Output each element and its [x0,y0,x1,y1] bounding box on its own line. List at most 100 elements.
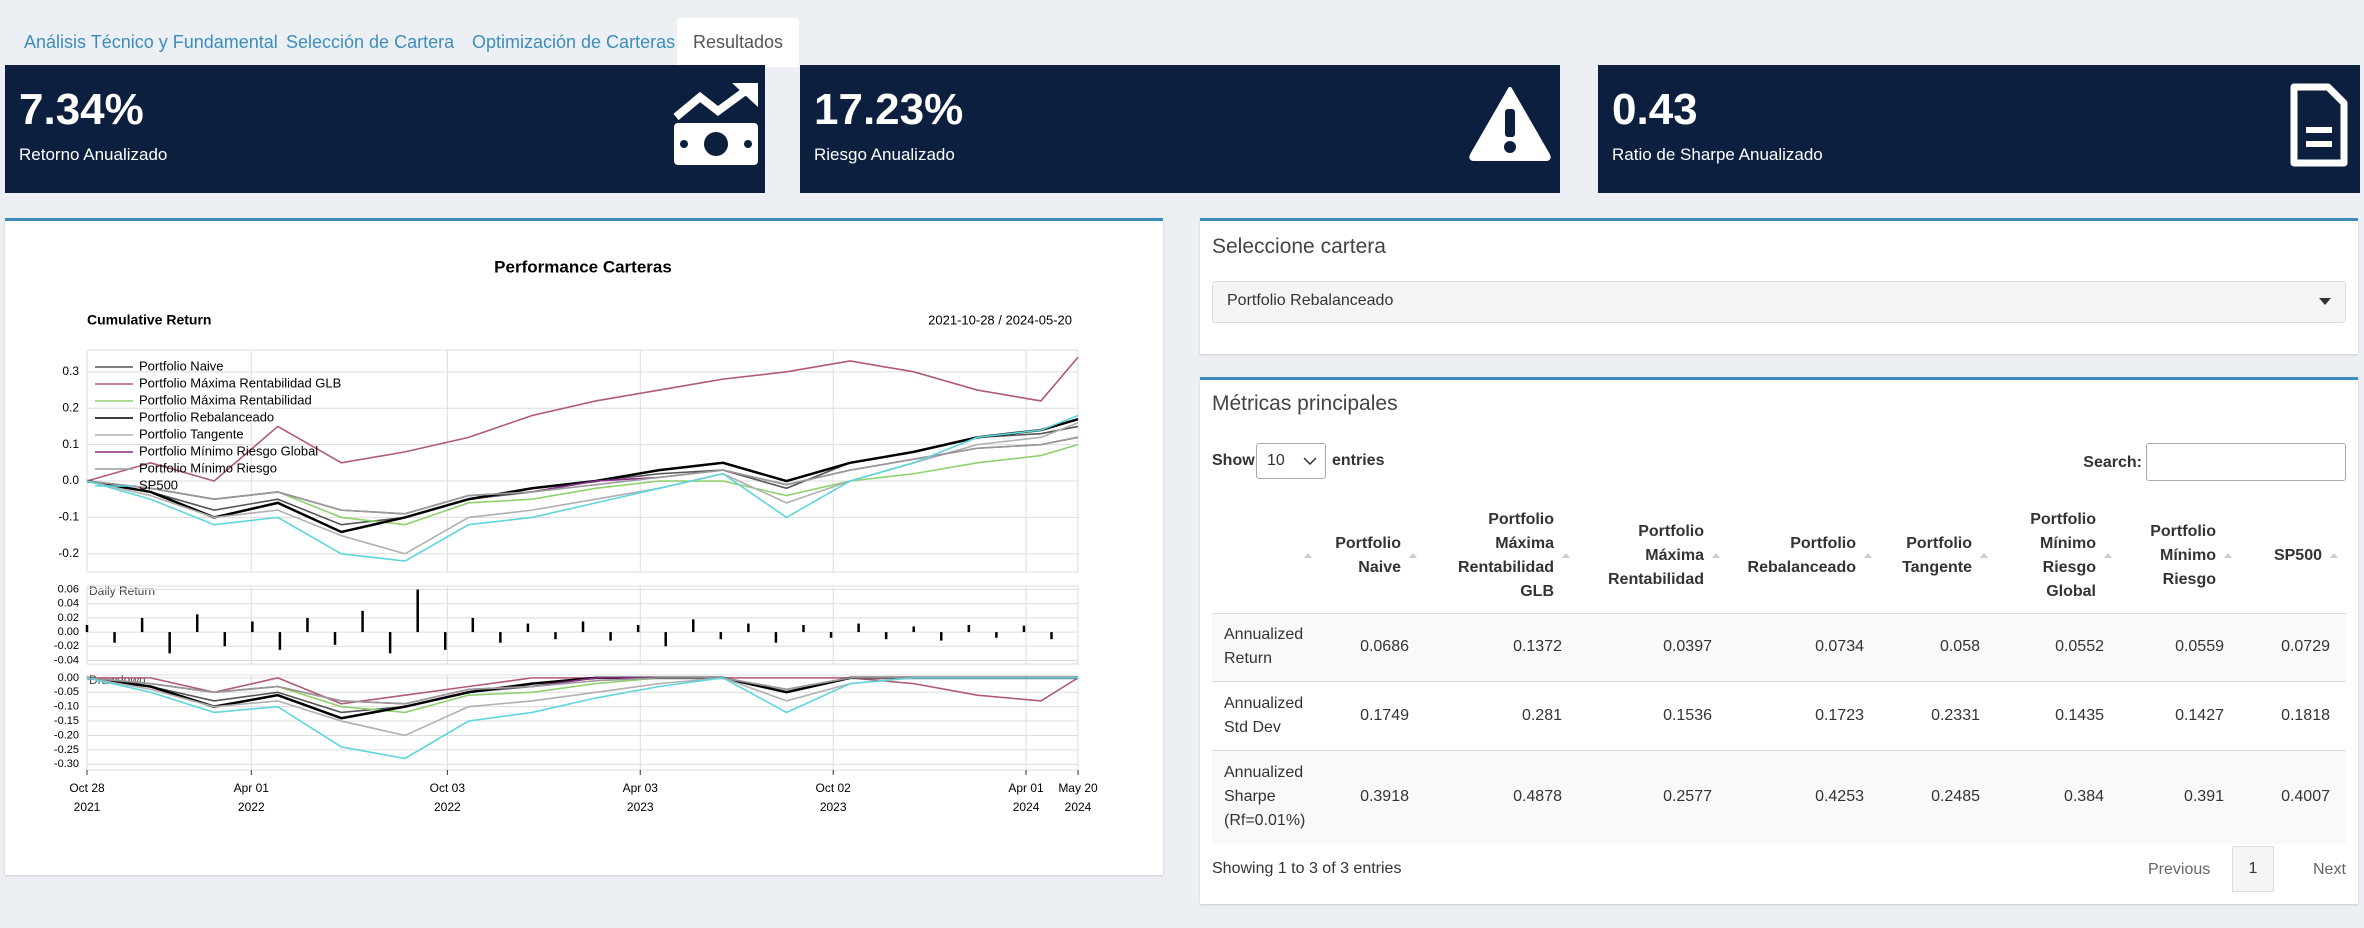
series-line [86,677,1078,714]
cell: 0.1427 [2120,680,2240,750]
search-label: Search: [2083,454,2142,471]
cell: 0.1372 [1425,612,1578,681]
y-tick-label: 0.06 [58,583,79,595]
series-line [86,356,1079,482]
length-select[interactable]: 10 [1256,443,1326,479]
row-label: Annualized Return [1212,612,1320,681]
header-cell[interactable]: Portfolio Máxima Rentabilidad GLB [1425,500,1578,613]
y-tick-label: -0.10 [54,701,79,713]
value-box-value: 7.34% [19,85,144,134]
cell: 0.058 [1880,612,1996,681]
metrics-table: Portfolio Naive Portfolio Máxima Rentabil… [1212,500,2346,844]
panel-title: Seleccione cartera [1212,235,1386,258]
cell: 0.0686 [1320,612,1425,681]
cell: 0.4007 [2240,749,2346,844]
header-cell[interactable]: Portfolio Mínimo Riesgo Global [1996,500,2120,613]
selected-option: Portfolio Rebalanceado [1227,292,1394,309]
document-icon [2290,83,2348,167]
row-label: Annualized Sharpe (Rf=0.01%) [1212,749,1320,844]
page-button[interactable]: 1 [2232,846,2274,892]
money-icon [673,83,758,165]
value-box-value: 0.43 [1612,85,1698,134]
cell: 0.2485 [1880,749,1996,844]
legend-label: Portfolio Rebalanceado [139,409,274,424]
dropdown-arrow [1303,457,1317,465]
header-cell[interactable]: Portfolio Tangente [1880,500,1996,613]
value-box-value: 17.23% [814,85,964,134]
cell: 0.1536 [1578,680,1728,750]
table-row: Annualized Sharpe (Rf=0.01%) 0.3918 0.4878… [1212,749,2346,844]
y-tick-label: 0.02 [58,612,79,624]
tab[interactable]: Optimización de Carteras [472,32,676,52]
cell: 0.391 [2120,749,2240,844]
header-cell[interactable]: Portfolio Rebalanceado [1728,500,1880,613]
legend-label: Portfolio Naive [139,358,224,373]
header-cell [1212,500,1320,613]
tab[interactable]: Selección de Cartera [286,32,455,52]
y-tick-label: -0.2 [58,546,79,560]
next-button[interactable]: Next [2313,861,2346,878]
y-tick-label: 0.04 [58,598,79,610]
cell: 0.4878 [1425,749,1578,844]
chart-panel: Performance Carteras Cumulative Return 202… [5,218,1163,875]
y-tick-label: -0.25 [54,744,79,756]
cell: 0.2577 [1578,749,1728,844]
legend-label: Portfolio Máxima Rentabilidad [139,392,312,407]
tab[interactable]: Análisis Técnico y Fundamental [24,32,278,52]
cell: 0.4253 [1728,749,1880,844]
x-tick-label: May 20 [1058,781,1098,795]
series-line [86,436,1079,515]
y-tick-label: -0.1 [58,510,79,524]
series-line [86,422,1079,555]
y-tick-label: -0.05 [54,686,79,698]
x-tick-year: 2023 [627,800,654,814]
header-cell[interactable]: Portfolio Naive [1320,500,1425,613]
table-info: Showing 1 to 3 of 3 entries [1212,860,1402,877]
length-label: entries [1332,452,1385,469]
x-tick-label: Oct 03 [430,781,466,795]
cell: 0.0734 [1728,612,1880,681]
y-tick-label: 0.3 [62,364,79,378]
panel-title: Daily Return [89,584,155,598]
panel-title: Cumulative Return [87,312,211,328]
cell: 0.3918 [1320,749,1425,844]
cell: 0.0729 [2240,612,2346,681]
header-cell[interactable]: Portfolio Máxima Rentabilidad [1578,500,1728,613]
x-tick-year: 2024 [1013,800,1040,814]
selector-panel: Seleccione cartera Portfolio Rebalancead… [1200,218,2358,354]
cell: 0.384 [1996,749,2120,844]
header-cell[interactable]: SP500 [2240,500,2346,613]
cell: 0.0397 [1578,612,1728,681]
legend-label: Portfolio Mínimo Riesgo [139,460,277,475]
x-tick-year: 2021 [74,800,101,814]
series-line [86,677,1078,760]
length-value: 10 [1267,452,1285,469]
series-line [86,414,1079,562]
y-tick-label: 0.1 [62,437,79,451]
cell: 0.0559 [2120,612,2240,681]
cell: 0.1435 [1996,680,2120,750]
cell: 0.1749 [1320,680,1425,750]
legend-label: Portfolio Tangente [139,426,244,441]
tab[interactable]: Resultados [677,18,800,67]
y-tick-label: -0.20 [54,729,79,741]
previous-button[interactable]: Previous [2148,861,2211,878]
legend-label: Portfolio Máxima Rentabilidad GLB [139,375,341,390]
table-row: Annualized Return 0.0686 0.1372 0.0397 0.073… [1212,612,2346,681]
select[interactable]: Portfolio Rebalanceado [1212,281,2346,323]
warning-icon [1469,87,1551,161]
legend-label: Portfolio Mínimo Riesgo Global [139,443,318,458]
y-tick-label: 0.2 [62,400,79,414]
value-box: 0.43 Ratio de Sharpe Anualizado [1598,65,2360,193]
search-input[interactable] [2146,443,2346,481]
chart: Performance Carteras Cumulative Return 202… [54,257,1098,814]
cell: 0.0552 [1996,612,2120,681]
y-tick-label: 0.0 [62,473,79,487]
y-tick-label: -0.30 [54,758,79,770]
plot-area [86,674,1079,771]
metrics-panel: Métricas principales Show 10 entries Sea… [1200,377,2358,904]
date-range: 2021-10-28 / 2024-05-20 [928,312,1072,327]
header-cell[interactable]: Portfolio Mínimo Riesgo [2120,500,2240,613]
y-tick-label: -0.15 [54,715,79,727]
